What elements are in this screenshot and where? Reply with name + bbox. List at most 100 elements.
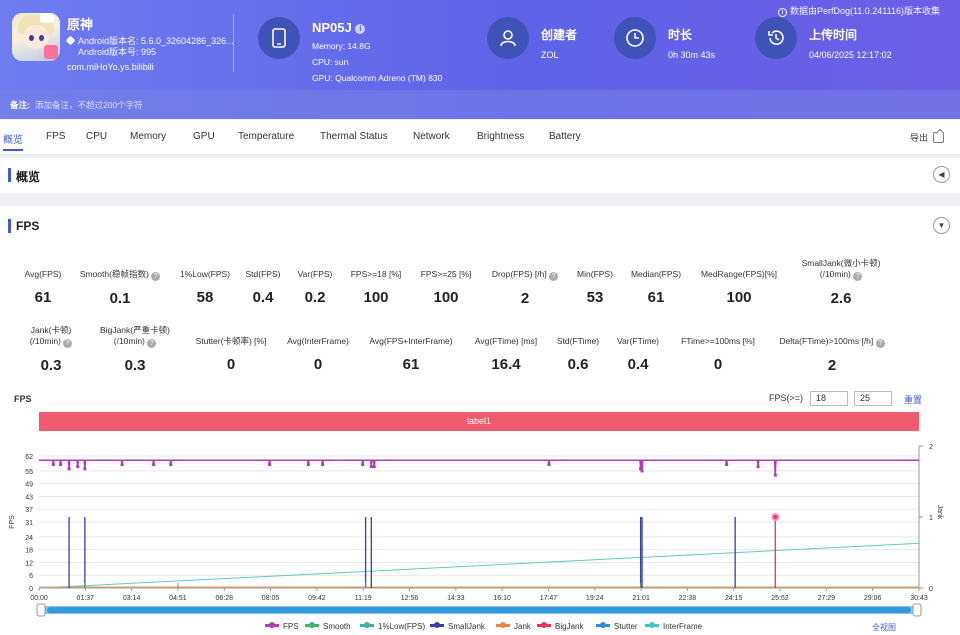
fps-collapse-button[interactable]: ▼	[933, 217, 950, 234]
scrollbar-handle-right	[912, 603, 922, 617]
fps-dip-point	[76, 465, 80, 469]
y-axis-label: FPS	[9, 515, 16, 529]
legend-swatch	[645, 622, 659, 628]
full-view-button[interactable]: 全视图	[872, 623, 896, 632]
stat-row2-1: BigJank(严重卡顿) (/10min) ? 0.3	[90, 325, 180, 374]
help-icon[interactable]: ?	[549, 272, 559, 281]
stat-label: Avg(FPS)	[24, 269, 62, 279]
creator-value: ZOL	[541, 50, 559, 60]
legend-label: FPS	[283, 622, 299, 631]
legend-swatch	[496, 622, 510, 628]
tab-thermal-status[interactable]: Thermal Status	[320, 131, 388, 142]
info-icon[interactable]: i	[355, 24, 366, 34]
device-name: NP05J i	[312, 20, 366, 35]
stat-value: 0.6	[567, 356, 589, 373]
section-accent	[8, 219, 11, 233]
y-tick-label: 43	[25, 494, 33, 501]
fps-dip-point	[547, 463, 551, 467]
stat-label: Min(FPS)	[577, 269, 613, 279]
help-icon[interactable]: ?	[63, 339, 73, 348]
stat-label: Smooth(稳帧指数) ?	[75, 269, 165, 281]
x-tick-label: 22:38	[679, 595, 697, 602]
tab-overview[interactable]: 概览	[3, 131, 23, 151]
scrollbar-thumb	[47, 607, 911, 613]
x-tick-label: 16:10	[493, 595, 511, 602]
legend-swatch	[265, 622, 279, 628]
y-tick-label: 31	[25, 520, 33, 527]
legend-item[interactable]: Smooth	[305, 622, 351, 631]
legend-item[interactable]: SmallJank	[430, 622, 485, 631]
help-icon[interactable]: ?	[147, 339, 157, 348]
fps-dip-point	[372, 465, 376, 469]
stat-row2-5: Avg(FTime) [ms] 16.4	[466, 325, 546, 373]
tab-network[interactable]: Network	[413, 131, 450, 142]
device-gpu: GPU: Qualcomm Adreno (TM) 830	[312, 73, 443, 83]
stat-value: 61	[402, 356, 420, 373]
stat-value: 2	[520, 290, 530, 307]
stat-label: FTime>=100ms [%]	[681, 336, 755, 346]
overview-expand-button[interactable]: ◀	[933, 166, 950, 183]
x-tick-label: 14:33	[447, 595, 465, 602]
tab-fps[interactable]: FPS	[46, 131, 66, 142]
x-tick-label: 00:00	[30, 595, 48, 602]
stat-row2-9: Delta(FTime)>100ms [/h] ? 2	[772, 325, 892, 374]
reset-button[interactable]: 重置	[904, 395, 923, 405]
fps-dip-point	[306, 463, 310, 467]
stat-value: 61	[647, 289, 665, 306]
fps-dip-point	[169, 463, 173, 467]
tab-battery[interactable]: Battery	[549, 131, 581, 142]
scrollbar-handle-left	[36, 603, 46, 617]
stat-row1-4: Var(FPS) 0.2	[290, 258, 340, 306]
tab-temperature[interactable]: Temperature	[238, 131, 295, 142]
legend-item[interactable]: Jank	[496, 622, 531, 631]
stat-row1-6: FPS>=25 [%] 100	[411, 258, 481, 306]
stat-value: 100	[726, 289, 752, 306]
device-cpu: CPU: sun	[312, 57, 349, 67]
export-button[interactable]: 导出	[910, 131, 944, 144]
y2-axis-label: Jank	[936, 505, 943, 520]
tab-memory[interactable]: Memory	[130, 131, 167, 142]
stat-label: FPS>=25 [%]	[420, 269, 472, 279]
chart-title: FPS	[14, 394, 32, 404]
x-tick-label: 19:24	[586, 595, 604, 602]
stat-row2-6: Std(FTime) 0.6	[548, 325, 608, 373]
history-icon	[755, 17, 797, 59]
stat-value: 2.6	[830, 290, 852, 307]
export-icon	[933, 132, 944, 143]
fps-threshold-1-input[interactable]: 18	[810, 391, 848, 406]
stat-label: Var(FTime)	[616, 336, 660, 346]
remark-label: 备注:	[10, 100, 30, 110]
legend-item[interactable]: FPS	[265, 622, 299, 631]
tab-gpu[interactable]: GPU	[193, 131, 215, 142]
legend-item[interactable]: 1%Low(FPS)	[360, 622, 425, 631]
legend-item[interactable]: BigJank	[537, 622, 583, 631]
y-tick-label: 24	[25, 535, 33, 542]
y2-tick-label: 1	[929, 515, 933, 522]
x-tick-label: 09:42	[308, 595, 326, 602]
legend-swatch	[305, 622, 319, 628]
help-icon[interactable]: ?	[853, 272, 863, 281]
help-icon[interactable]: ?	[151, 272, 161, 281]
legend-item[interactable]: Stutter	[596, 622, 638, 631]
stat-label: 1%Low(FPS)	[179, 269, 231, 279]
android-icon	[65, 35, 76, 46]
label-bar[interactable]: label1	[39, 412, 919, 431]
stat-row1-1: Smooth(稳帧指数) ? 0.1	[75, 258, 165, 307]
legend-item[interactable]: InterFrame	[645, 622, 702, 631]
tab-brightness[interactable]: Brightness	[477, 131, 525, 142]
legend-swatch	[430, 622, 444, 628]
fps-dip-point	[83, 467, 87, 471]
tab-cpu[interactable]: CPU	[86, 131, 108, 142]
android-version: Android版本名: 5.6.0_32604286_326...	[78, 36, 234, 46]
fps-threshold-2-input[interactable]: 25	[854, 391, 892, 406]
stat-value: 0.3	[40, 357, 62, 374]
remark-input[interactable]: 添加备注，不超过200个字符	[35, 100, 143, 110]
help-icon[interactable]: ?	[875, 339, 885, 348]
stat-label: Std(FTime)	[556, 336, 600, 346]
info-circle-icon: i	[777, 8, 787, 17]
stat-label: FPS>=18 [%]	[350, 269, 402, 279]
phone-icon	[258, 17, 300, 59]
stat-value: 0.4	[627, 356, 649, 373]
x-tick-label: 11:19	[355, 595, 372, 602]
